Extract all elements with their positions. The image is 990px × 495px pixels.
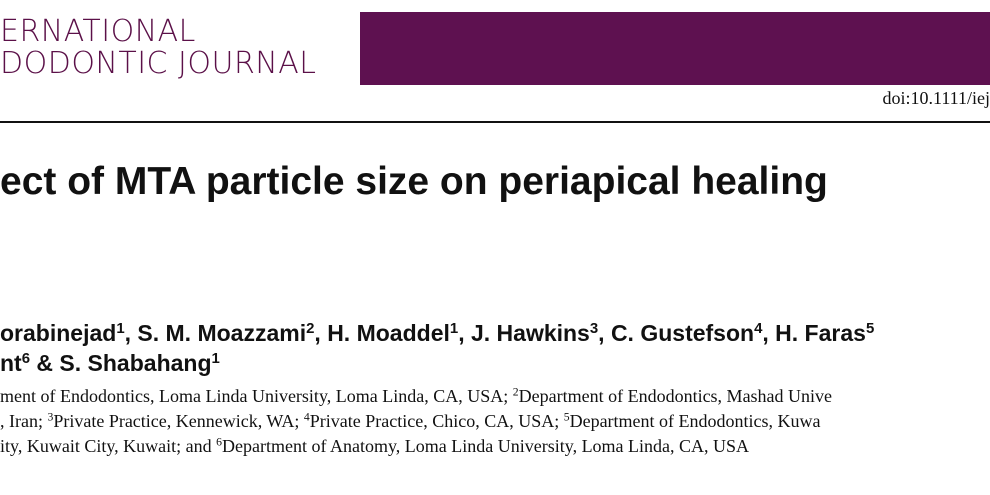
superscript: 4	[754, 319, 763, 337]
text: & S. Shabahang	[30, 350, 212, 376]
text: Department of Anatomy, Loma Linda Univer…	[221, 436, 750, 456]
text: orabinejad	[0, 320, 117, 346]
text: Private Practice, Chico, CA, USA;	[309, 411, 564, 431]
superscript: 2	[306, 319, 315, 337]
text: , J. Hawkins	[458, 320, 590, 346]
text: , H. Faras	[762, 320, 866, 346]
superscript: 1	[449, 319, 459, 337]
doi: doi:10.1111/iej	[882, 88, 990, 108]
text: Department of Endodontics, Mashad Unive	[518, 386, 833, 406]
superscript: 2	[512, 385, 519, 399]
text: , S. M. Moazzami	[124, 320, 307, 346]
text: , Iran;	[0, 411, 48, 431]
superscript: 3	[47, 410, 54, 424]
text: , C. Gustefson	[598, 320, 755, 346]
header-banner	[360, 12, 990, 85]
journal-name: ERNATIONAL	[0, 14, 196, 49]
authors-line: orabinejad1, S. M. Moazzami2, H. Moaddel…	[0, 320, 874, 347]
affil-line: , Iran; 3Private Practice, Kennewick, WA…	[0, 411, 821, 432]
affil-line: ment of Endodontics, Loma Linda Universi…	[0, 386, 832, 407]
superscript: 5	[865, 319, 875, 337]
superscript: 3	[589, 319, 599, 337]
text: Department of Endodontics, Kuwa	[569, 411, 821, 431]
text: nt	[0, 350, 22, 376]
superscript: 5	[563, 410, 570, 424]
superscript: 4	[303, 410, 310, 424]
authors-line: nt6 & S. Shabahang1	[0, 350, 220, 377]
text: ity, Kuwait City, Kuwait; and	[0, 436, 217, 456]
superscript: 1	[211, 349, 220, 367]
superscript: 6	[21, 349, 31, 367]
journal-name: DODONTIC JOURNAL	[0, 46, 317, 81]
text: , H. Moaddel	[314, 320, 450, 346]
text: Private Practice, Kennewick, WA;	[53, 411, 304, 431]
superscript: 1	[116, 319, 125, 337]
header-rule	[0, 121, 990, 123]
article-title: ect of MTA particle size on periapical h…	[0, 160, 828, 203]
affil-line: ity, Kuwait City, Kuwait; and 6Departmen…	[0, 436, 749, 457]
text: ment of Endodontics, Loma Linda Universi…	[0, 386, 513, 406]
superscript: 6	[216, 435, 222, 449]
